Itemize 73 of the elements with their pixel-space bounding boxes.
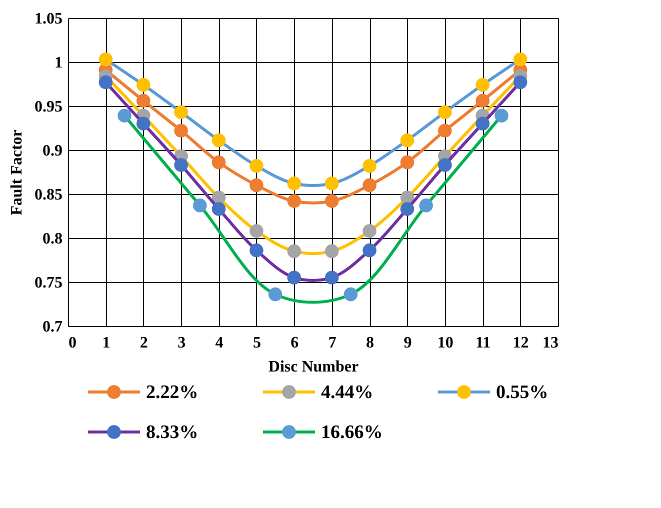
point (98, 52, 113, 66)
x-tick-label: 0 (68, 334, 76, 352)
point (98, 75, 113, 90)
x-tick-label: 7 (328, 334, 336, 352)
x-tick-label: 11 (476, 334, 491, 352)
point (174, 124, 188, 138)
y-tick-label: 0.7 (42, 318, 62, 336)
point (324, 244, 339, 258)
point (362, 224, 376, 238)
point (362, 243, 376, 258)
point (438, 105, 452, 120)
point (118, 108, 132, 123)
point (136, 94, 150, 108)
x-tick-label: 3 (178, 334, 186, 352)
point (250, 158, 264, 173)
x-tick-label: 1 (102, 334, 110, 352)
point (174, 105, 188, 120)
point (268, 287, 282, 302)
point (494, 108, 508, 123)
point (324, 194, 339, 208)
point (212, 133, 226, 148)
legend-label: 8.33% (146, 422, 198, 443)
point (419, 198, 433, 212)
legend-label: 4.44% (321, 382, 374, 403)
x-axis-title: Disc Number (268, 358, 359, 376)
point (287, 194, 302, 208)
point (136, 116, 150, 130)
point (324, 176, 339, 190)
point (287, 244, 302, 258)
point (287, 176, 302, 190)
x-tick-label: 4 (215, 334, 224, 352)
point (136, 78, 150, 92)
point (344, 287, 358, 302)
point (250, 243, 264, 258)
point (174, 158, 188, 172)
point (400, 202, 414, 216)
point (476, 78, 490, 92)
point (362, 158, 376, 173)
y-tick-label: 0.9 (42, 142, 62, 160)
legend-label: 16.66% (321, 422, 383, 443)
y-tick-label: 1.05 (34, 10, 62, 28)
point (193, 198, 207, 212)
y-tick-label: 1 (54, 54, 62, 72)
x-tick-label: 13 (542, 334, 558, 352)
x-tick-label: 10 (437, 334, 454, 352)
y-tick-label: 0.75 (34, 274, 62, 292)
legend-label: 0.55% (496, 382, 548, 403)
point (400, 155, 414, 170)
x-tick-label: 5 (252, 334, 261, 352)
point (476, 94, 490, 108)
point (513, 75, 528, 90)
x-tick-label: 2 (140, 334, 148, 352)
y-tick-label: 0.8 (42, 230, 62, 248)
y-tick-label: 0.95 (34, 98, 62, 116)
point (287, 270, 302, 284)
point (212, 202, 226, 216)
point (438, 124, 452, 138)
point (250, 178, 264, 192)
point (513, 52, 528, 66)
x-tick-label: 12 (512, 334, 529, 352)
y-axis-title: Fault Factor (8, 130, 26, 216)
point (212, 155, 226, 170)
x-tick-label: 8 (366, 334, 374, 352)
point (250, 224, 264, 238)
point (362, 178, 376, 192)
x-tick-label: 6 (290, 334, 299, 352)
y-tick-label: 0.85 (34, 186, 62, 204)
x-tick-label: 9 (404, 334, 412, 352)
legend-label: 2.22% (146, 382, 198, 403)
point (438, 158, 452, 172)
point (400, 133, 414, 148)
point (324, 270, 339, 284)
point (476, 116, 490, 130)
